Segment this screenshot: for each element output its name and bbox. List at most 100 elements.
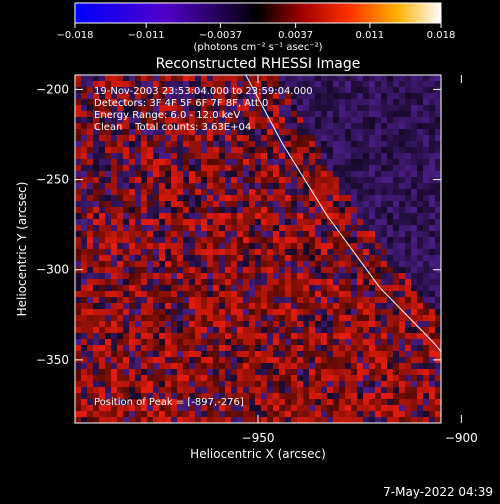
image-pixel	[231, 159, 237, 165]
image-pixel	[273, 387, 279, 393]
image-pixel	[153, 321, 159, 327]
image-pixel	[219, 315, 225, 321]
image-pixel	[219, 321, 225, 327]
image-pixel	[273, 207, 279, 213]
image-pixel	[291, 285, 297, 291]
image-pixel	[159, 297, 165, 303]
image-pixel	[87, 303, 93, 309]
image-pixel	[435, 219, 441, 225]
image-pixel	[381, 237, 387, 243]
image-pixel	[237, 291, 243, 297]
image-pixel	[135, 381, 141, 387]
image-pixel	[111, 99, 117, 105]
image-pixel	[189, 141, 195, 147]
image-pixel	[123, 363, 129, 369]
image-pixel	[429, 261, 435, 267]
image-pixel	[81, 297, 87, 303]
image-pixel	[291, 261, 297, 267]
image-pixel	[267, 153, 273, 159]
image-pixel	[321, 81, 327, 87]
image-pixel	[351, 381, 357, 387]
image-pixel	[435, 225, 441, 231]
image-pixel	[291, 135, 297, 141]
image-pixel	[135, 261, 141, 267]
image-pixel	[327, 393, 333, 399]
image-pixel	[87, 183, 93, 189]
image-pixel	[423, 387, 429, 393]
image-pixel	[249, 249, 255, 255]
image-pixel	[213, 249, 219, 255]
image-pixel	[255, 381, 261, 387]
image-pixel	[195, 297, 201, 303]
image-pixel	[75, 393, 81, 399]
image-pixel	[159, 123, 165, 129]
image-pixel	[225, 183, 231, 189]
image-pixel	[225, 177, 231, 183]
image-pixel	[75, 99, 81, 105]
image-pixel	[327, 231, 333, 237]
image-pixel	[129, 135, 135, 141]
image-pixel	[243, 111, 249, 117]
image-pixel	[249, 417, 255, 423]
image-pixel	[345, 273, 351, 279]
image-pixel	[321, 345, 327, 351]
image-pixel	[399, 201, 405, 207]
image-pixel	[255, 111, 261, 117]
image-pixel	[297, 213, 303, 219]
image-pixel	[309, 279, 315, 285]
image-pixel	[315, 171, 321, 177]
image-pixel	[303, 225, 309, 231]
image-pixel	[351, 147, 357, 153]
image-pixel	[159, 129, 165, 135]
image-pixel	[213, 339, 219, 345]
image-pixel	[417, 147, 423, 153]
image-pixel	[339, 249, 345, 255]
image-pixel	[129, 417, 135, 423]
image-pixel	[297, 93, 303, 99]
image-pixel	[333, 105, 339, 111]
image-pixel	[297, 261, 303, 267]
image-pixel	[237, 321, 243, 327]
image-pixel	[153, 255, 159, 261]
image-pixel	[285, 177, 291, 183]
image-pixel	[267, 393, 273, 399]
image-pixel	[363, 153, 369, 159]
image-pixel	[249, 381, 255, 387]
image-pixel	[267, 285, 273, 291]
image-pixel	[357, 327, 363, 333]
image-pixel	[153, 153, 159, 159]
image-pixel	[297, 189, 303, 195]
image-pixel	[315, 123, 321, 129]
image-pixel	[117, 357, 123, 363]
image-pixel	[255, 285, 261, 291]
image-pixel	[399, 417, 405, 423]
image-pixel	[189, 363, 195, 369]
image-pixel	[411, 363, 417, 369]
image-pixel	[153, 387, 159, 393]
image-pixel	[321, 333, 327, 339]
image-pixel	[273, 231, 279, 237]
image-pixel	[243, 201, 249, 207]
image-pixel	[345, 381, 351, 387]
image-pixel	[387, 129, 393, 135]
image-pixel	[147, 231, 153, 237]
image-pixel	[333, 255, 339, 261]
image-pixel	[141, 177, 147, 183]
image-pixel	[381, 333, 387, 339]
image-pixel	[369, 99, 375, 105]
image-pixel	[285, 93, 291, 99]
image-pixel	[417, 273, 423, 279]
image-pixel	[399, 291, 405, 297]
image-pixel	[99, 297, 105, 303]
image-pixel	[363, 381, 369, 387]
image-pixel	[363, 351, 369, 357]
image-pixel	[429, 195, 435, 201]
image-pixels	[75, 75, 441, 423]
image-pixel	[213, 117, 219, 123]
image-pixel	[267, 135, 273, 141]
image-pixel	[429, 219, 435, 225]
image-pixel	[423, 177, 429, 183]
image-pixel	[291, 207, 297, 213]
image-pixel	[195, 315, 201, 321]
image-pixel	[411, 93, 417, 99]
